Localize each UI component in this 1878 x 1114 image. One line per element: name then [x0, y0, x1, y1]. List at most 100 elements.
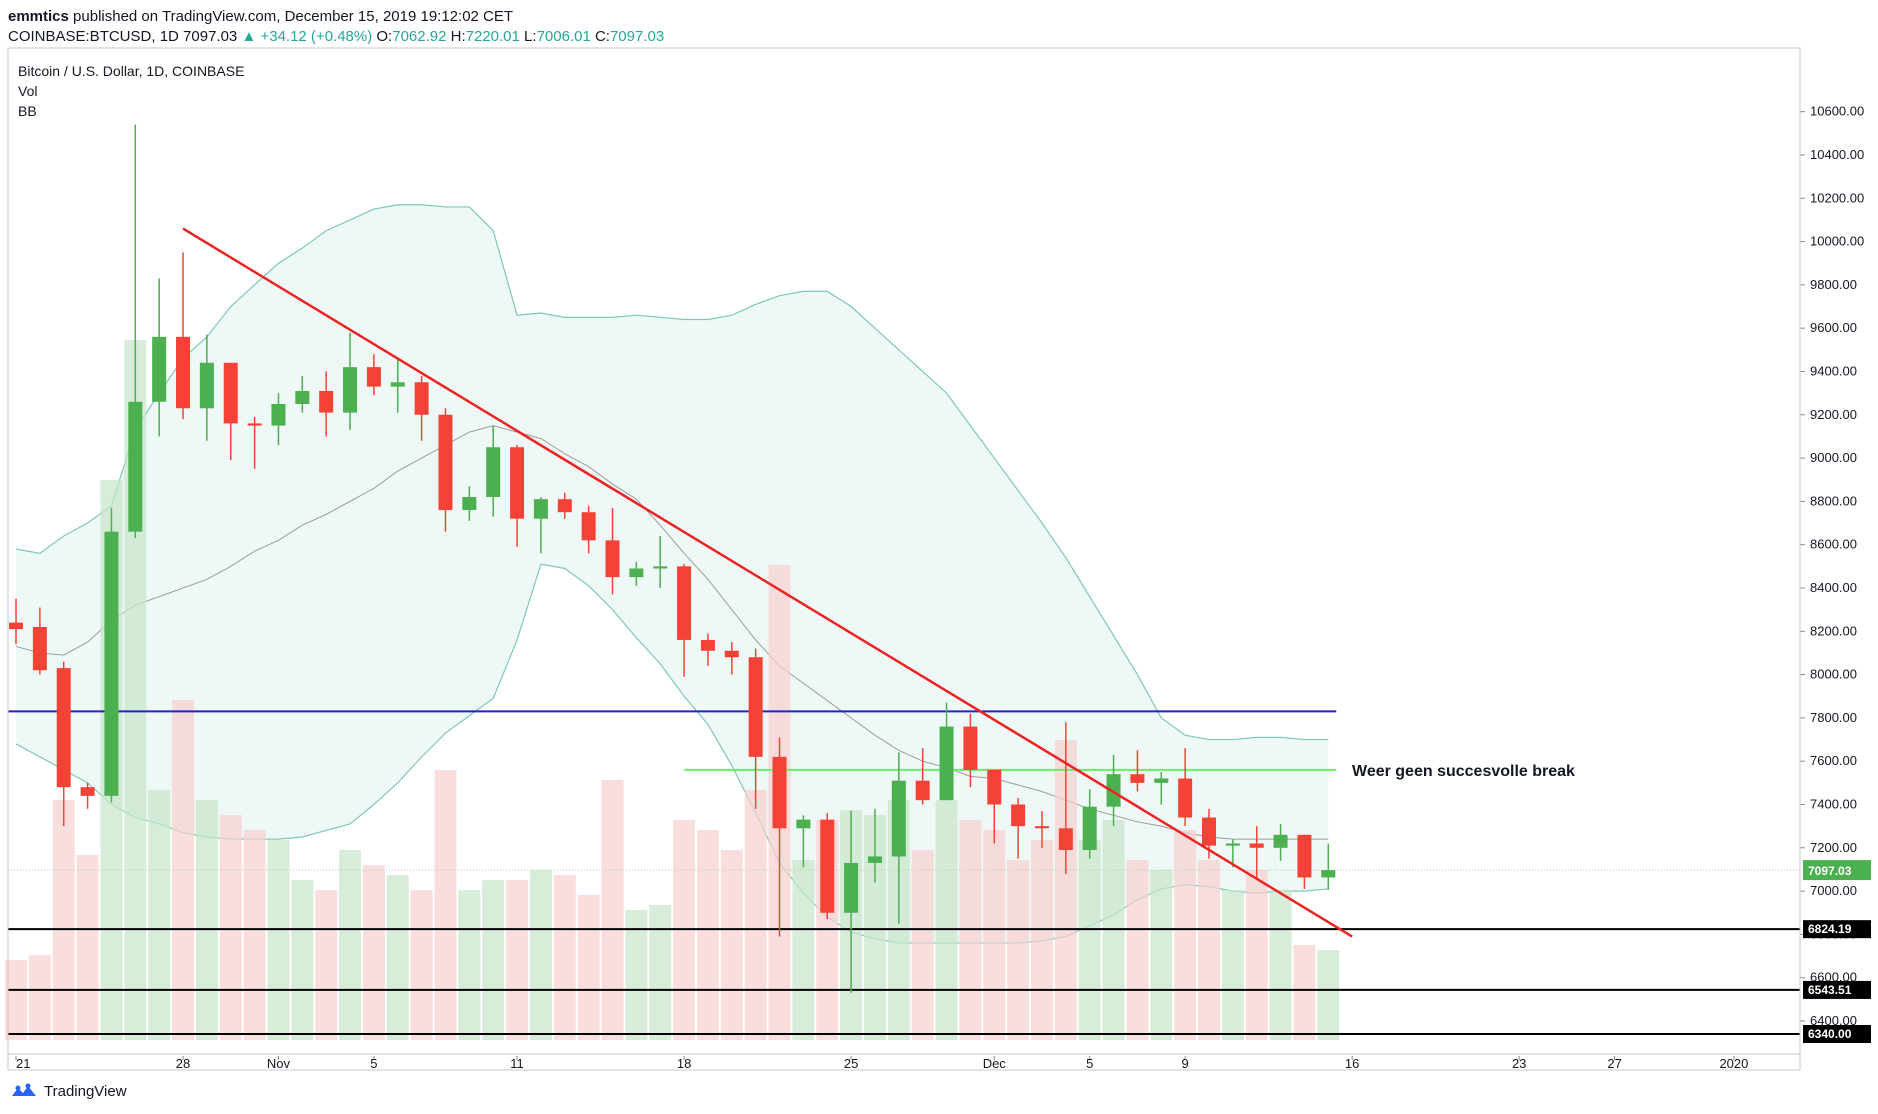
candle: [963, 713, 978, 788]
volume-bar: [506, 880, 529, 1040]
y-tick-label: 10000.00: [1810, 234, 1864, 249]
candle-body: [1297, 834, 1312, 878]
x-tick-label: 27: [1607, 1056, 1621, 1071]
tradingview-logo-icon: [12, 1083, 36, 1096]
publish-info: published on TradingView.com, December 1…: [73, 8, 514, 25]
candle: [56, 661, 71, 827]
y-tick-label: 6400.00: [1810, 1013, 1857, 1028]
volume-bar: [410, 890, 433, 1040]
x-tick-label: 23: [1512, 1056, 1526, 1071]
candle: [1058, 722, 1073, 874]
horizontal-levels: [8, 710, 1800, 1035]
price-level-box[interactable]: [1803, 980, 1871, 999]
candle-body: [533, 499, 548, 519]
volume-bar: [362, 865, 385, 1040]
candle-body: [724, 650, 739, 658]
x-tick-label: 9: [1182, 1056, 1189, 1071]
candle: [199, 334, 214, 441]
footer-brand: TradingView: [44, 1082, 127, 1100]
time-axis[interactable]: 21 28 Nov 5 11 18 25 Dec 5 9 16 23 27 2020: [8, 1053, 1800, 1071]
candle: [438, 408, 453, 532]
last-price: 7097.03: [183, 28, 238, 45]
legend-vol[interactable]: Vol: [18, 83, 38, 99]
y-tick-label: 8000.00: [1810, 667, 1857, 682]
tradingview-footer[interactable]: TradingView: [10, 1082, 127, 1100]
volume-bar: [339, 850, 362, 1040]
author-name[interactable]: emmtics: [8, 8, 69, 25]
price-level-box[interactable]: [1803, 920, 1871, 939]
legend-bb[interactable]: BB: [18, 103, 37, 119]
candle: [1178, 748, 1193, 827]
candlesticks: [9, 124, 1336, 993]
low-label: L:: [524, 28, 537, 45]
candle-body: [915, 780, 930, 801]
volume-bar: [625, 910, 648, 1040]
candle-body: [1154, 778, 1169, 783]
candle-body: [295, 390, 310, 404]
candle-body: [414, 382, 429, 415]
candle-body: [80, 787, 95, 796]
volume-bar: [1293, 945, 1316, 1040]
candle-body: [677, 566, 692, 640]
candle: [581, 505, 596, 554]
red-trendline[interactable]: [182, 227, 1353, 938]
price-level-label: 6543.51: [1808, 983, 1852, 997]
x-tick-label: Nov: [267, 1056, 291, 1071]
y-tick-label: 9400.00: [1810, 363, 1857, 378]
candle: [844, 810, 859, 993]
candle: [247, 416, 262, 469]
x-tick-label: 25: [844, 1056, 858, 1071]
candle: [510, 445, 525, 547]
candle-body: [223, 362, 238, 424]
candle-body: [1225, 843, 1240, 846]
volume-bar: [1198, 860, 1220, 1040]
candle-body: [629, 568, 644, 578]
volume-bar: [219, 815, 242, 1040]
bb-upper-line: [15, 204, 1329, 741]
candle-body: [1130, 774, 1145, 783]
candle-body: [319, 390, 334, 413]
candle: [1154, 772, 1169, 805]
candle: [176, 252, 191, 420]
price-axis[interactable]: 10600.00 10400.00 10200.00 10000.00 9800.00 9…: [1800, 104, 1871, 1043]
candle: [343, 332, 358, 430]
candle: [1225, 839, 1240, 868]
y-tick-label: 7400.00: [1810, 796, 1857, 811]
candle: [366, 354, 381, 396]
candle: [1273, 823, 1288, 861]
candle-body: [1178, 778, 1193, 818]
volume-bar: [1150, 870, 1173, 1040]
candle: [605, 507, 620, 595]
y-tick-label: 10400.00: [1810, 147, 1864, 162]
volume-bar: [1007, 860, 1030, 1040]
legend-title: Bitcoin / U.S. Dollar, 1D, COINBASE: [18, 63, 245, 79]
candle: [486, 425, 501, 517]
last-price-box[interactable]: [1803, 860, 1871, 881]
x-tick-label: 28: [176, 1056, 190, 1071]
candle: [1297, 834, 1312, 889]
candle: [867, 808, 882, 883]
trend-drawings: Weer geen succesvolle break: [182, 227, 1575, 938]
candle: [223, 362, 238, 461]
candle-body: [796, 819, 811, 829]
candle: [319, 371, 334, 437]
volume-bar: [935, 800, 958, 1040]
volume-bar: [863, 815, 886, 1040]
volume-bar: [577, 895, 600, 1040]
candle-body: [9, 622, 23, 630]
volume-bar: [744, 790, 767, 1040]
candle-body: [1106, 774, 1121, 807]
volume-bar: [28, 955, 51, 1040]
candle: [653, 536, 668, 588]
candle-body: [1273, 834, 1288, 848]
candle: [677, 564, 692, 677]
candle-body: [891, 780, 906, 857]
candle-body: [987, 769, 1002, 805]
volume-bar: [315, 890, 338, 1040]
candle-body: [963, 726, 978, 770]
price-level-label: 6824.19: [1808, 922, 1852, 936]
price-level-box[interactable]: [1803, 1025, 1871, 1043]
candle: [1106, 754, 1121, 827]
candle-body: [247, 423, 262, 426]
